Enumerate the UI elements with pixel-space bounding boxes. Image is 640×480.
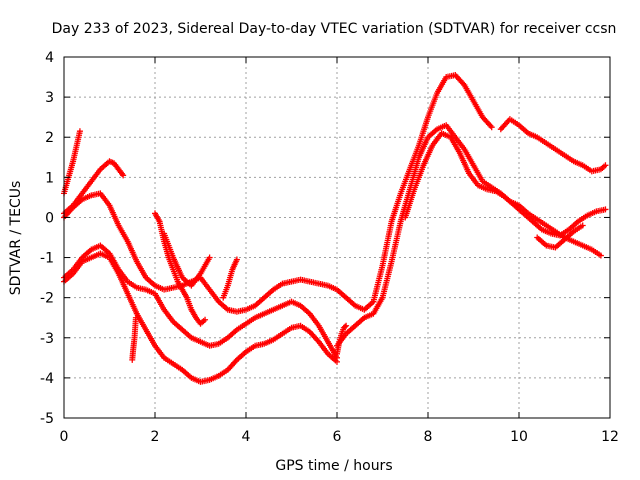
data-point	[334, 358, 340, 365]
series-trace-4	[61, 242, 340, 361]
data-point	[341, 323, 348, 330]
data-point	[120, 172, 127, 179]
y-tick-label: 2	[45, 130, 54, 146]
y-tick-label: -3	[40, 331, 54, 347]
data-point	[202, 316, 209, 323]
plot-area	[61, 72, 609, 385]
series-trace-1	[61, 128, 83, 197]
series-trace-2	[61, 158, 127, 217]
data-point	[132, 314, 139, 321]
data-point	[597, 252, 604, 259]
x-tick-label: 10	[510, 429, 528, 445]
data-point	[206, 254, 213, 261]
y-tick-label: 4	[45, 50, 54, 66]
grid-lines	[64, 57, 610, 418]
x-axis-label: GPS time / hours	[275, 458, 392, 474]
y-tick-label: 3	[45, 90, 54, 106]
x-tick-label: 8	[424, 429, 433, 445]
data-point	[76, 128, 83, 135]
y-tick-label: 1	[45, 170, 54, 186]
x-tick-label: 2	[151, 429, 160, 445]
y-tick-label: -2	[40, 291, 54, 307]
chart-title: Day 233 of 2023, Sidereal Day-to-day VTE…	[52, 21, 617, 37]
series-trace-5	[61, 250, 340, 385]
y-tick-label: -4	[40, 371, 54, 387]
data-point	[602, 206, 609, 213]
data-point	[602, 162, 609, 169]
series-trace-11	[402, 130, 609, 239]
y-tick-label: -5	[40, 411, 54, 427]
series-trace-3	[61, 72, 495, 315]
series-trace-12	[497, 116, 609, 175]
y-axis-label: SDTVAR / TECUs	[8, 181, 24, 296]
series-trace-13	[534, 222, 586, 251]
series-trace-7	[152, 210, 209, 327]
data-point	[233, 256, 240, 263]
series-trace-9	[220, 256, 240, 301]
y-tick-label: -1	[40, 251, 54, 267]
series-trace-8	[161, 230, 213, 289]
x-tick-label: 4	[242, 429, 251, 445]
series-trace-14	[334, 322, 350, 357]
x-tick-label: 6	[333, 429, 342, 445]
data-point	[343, 322, 350, 329]
data-point	[579, 222, 586, 229]
series-trace-6	[129, 314, 139, 363]
x-tick-label: 12	[601, 429, 619, 445]
y-tick-label: 0	[45, 210, 54, 226]
data-point	[488, 124, 495, 131]
x-tick-label: 0	[60, 429, 69, 445]
